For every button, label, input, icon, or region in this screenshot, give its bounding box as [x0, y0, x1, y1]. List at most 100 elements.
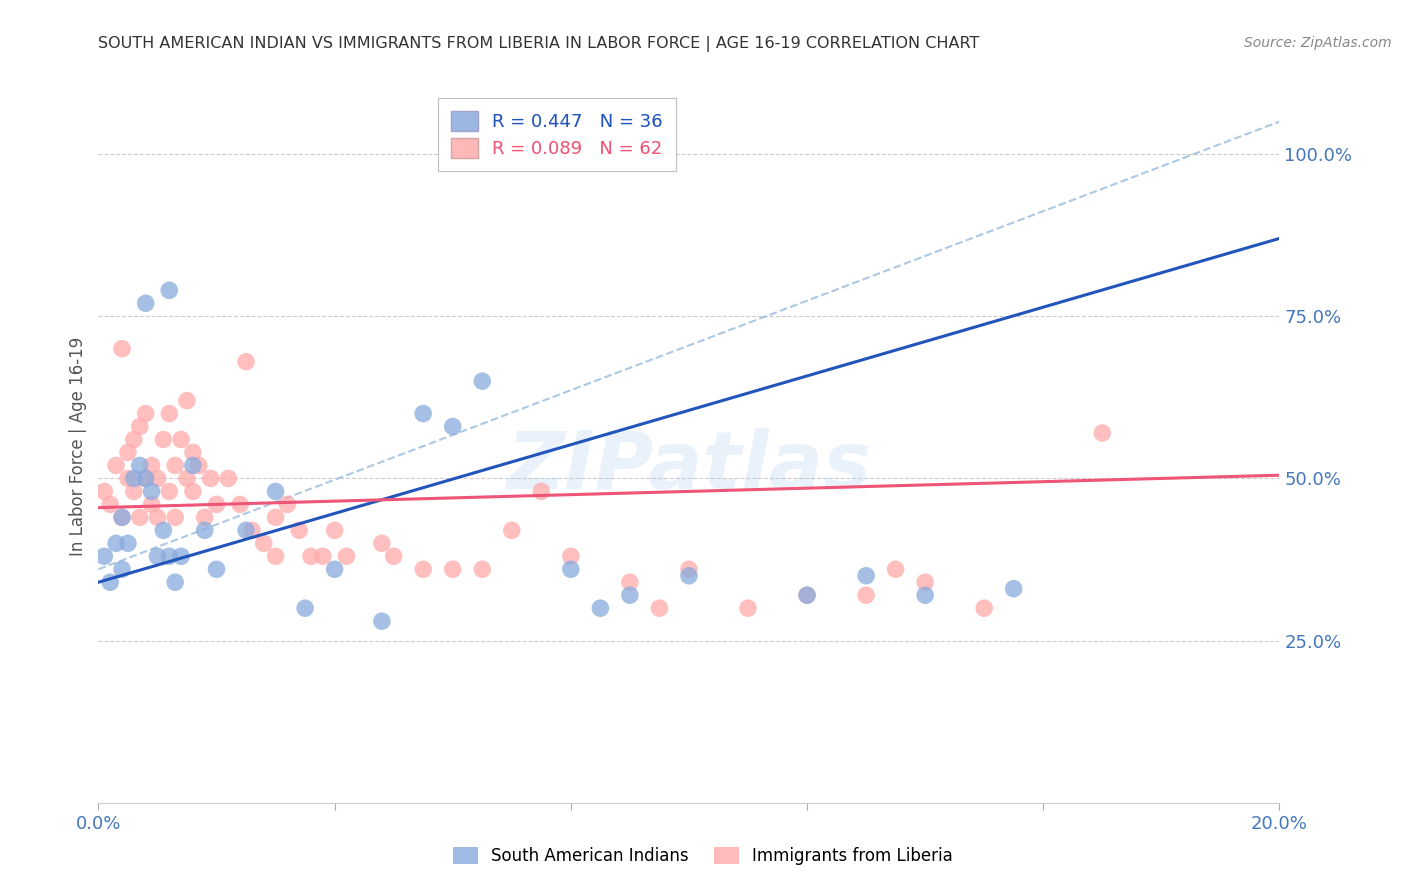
Point: [141, 484, 163, 499]
Point: [157, 407, 180, 421]
Point: [299, 549, 322, 564]
Point: [200, 471, 222, 485]
Point: [441, 562, 464, 576]
Point: [264, 484, 287, 499]
Text: ZIPatlas: ZIPatlas: [506, 428, 872, 507]
Text: SOUTH AMERICAN INDIAN VS IMMIGRANTS FROM LIBERIA IN LABOR FORCE | AGE 16-19 CORR: SOUTH AMERICAN INDIAN VS IMMIGRANTS FROM…: [98, 36, 980, 52]
Point: [335, 549, 357, 564]
Point: [205, 562, 228, 576]
Point: [240, 524, 263, 538]
Y-axis label: In Labor Force | Age 16-19: In Labor Force | Age 16-19: [69, 336, 87, 556]
Point: [530, 484, 553, 499]
Point: [122, 433, 145, 447]
Point: [194, 510, 217, 524]
Point: [235, 354, 257, 368]
Point: [560, 549, 582, 564]
Point: [98, 575, 121, 590]
Point: [382, 549, 405, 564]
Point: [560, 562, 582, 576]
Point: [135, 296, 157, 310]
Point: [501, 524, 523, 538]
Point: [176, 471, 198, 485]
Point: [122, 484, 145, 499]
Point: [157, 549, 180, 564]
Point: [264, 510, 287, 524]
Point: [165, 510, 187, 524]
Point: [128, 458, 150, 473]
Point: [441, 419, 464, 434]
Point: [737, 601, 759, 615]
Point: [323, 562, 346, 576]
Legend: R = 0.447   N = 36, R = 0.089   N = 62: R = 0.447 N = 36, R = 0.089 N = 62: [439, 98, 675, 170]
Point: [152, 524, 174, 538]
Point: [235, 524, 257, 538]
Point: [105, 458, 128, 473]
Point: [205, 497, 228, 511]
Point: [412, 407, 434, 421]
Point: [117, 445, 139, 459]
Legend: South American Indians, Immigrants from Liberia: South American Indians, Immigrants from …: [443, 837, 963, 875]
Point: [111, 562, 134, 576]
Point: [371, 536, 394, 550]
Point: [589, 601, 612, 615]
Point: [157, 283, 180, 297]
Point: [141, 497, 163, 511]
Point: [146, 471, 169, 485]
Point: [181, 484, 204, 499]
Point: [288, 524, 311, 538]
Point: [98, 497, 121, 511]
Point: [146, 510, 169, 524]
Point: [165, 575, 187, 590]
Point: [117, 536, 139, 550]
Point: [152, 433, 174, 447]
Point: [105, 536, 128, 550]
Point: [855, 588, 877, 602]
Point: [217, 471, 239, 485]
Point: [135, 471, 157, 485]
Point: [619, 575, 641, 590]
Point: [1002, 582, 1025, 596]
Point: [111, 510, 134, 524]
Point: [973, 601, 995, 615]
Point: [111, 342, 134, 356]
Point: [135, 407, 157, 421]
Point: [884, 562, 907, 576]
Point: [914, 575, 936, 590]
Point: [93, 549, 115, 564]
Point: [187, 458, 209, 473]
Point: [1091, 425, 1114, 440]
Point: [194, 524, 217, 538]
Point: [229, 497, 252, 511]
Point: [294, 601, 316, 615]
Point: [170, 433, 193, 447]
Point: [264, 549, 287, 564]
Point: [128, 419, 150, 434]
Point: [648, 601, 671, 615]
Point: [678, 568, 700, 582]
Point: [165, 458, 187, 473]
Point: [312, 549, 335, 564]
Point: [678, 562, 700, 576]
Point: [128, 510, 150, 524]
Point: [135, 471, 157, 485]
Point: [855, 568, 877, 582]
Point: [471, 562, 494, 576]
Point: [323, 524, 346, 538]
Point: [146, 549, 169, 564]
Text: Source: ZipAtlas.com: Source: ZipAtlas.com: [1244, 36, 1392, 50]
Point: [181, 458, 204, 473]
Point: [122, 471, 145, 485]
Point: [796, 588, 818, 602]
Point: [176, 393, 198, 408]
Point: [796, 588, 818, 602]
Point: [371, 614, 394, 628]
Point: [412, 562, 434, 576]
Point: [276, 497, 298, 511]
Point: [157, 484, 180, 499]
Point: [619, 588, 641, 602]
Point: [93, 484, 115, 499]
Point: [914, 588, 936, 602]
Point: [181, 445, 204, 459]
Point: [141, 458, 163, 473]
Point: [471, 374, 494, 388]
